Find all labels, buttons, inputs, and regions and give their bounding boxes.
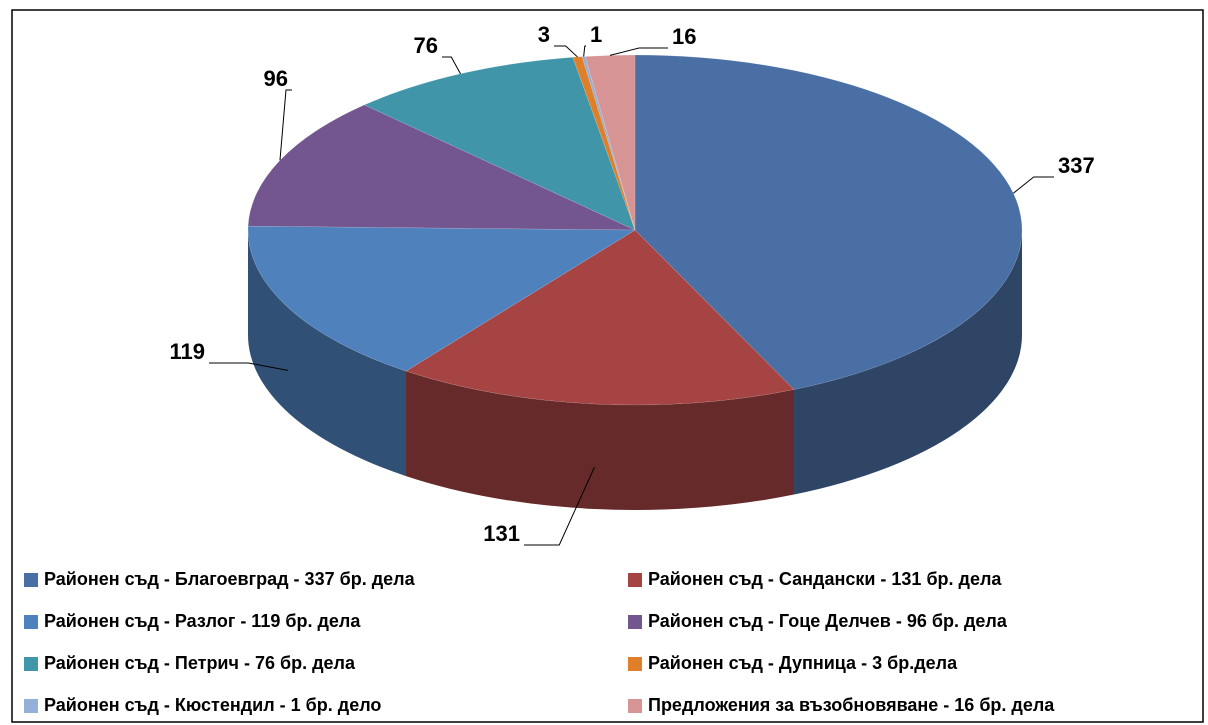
legend-label: Районен съд - Дупница - 3 бр.дела [648, 653, 958, 673]
legend-swatch [24, 699, 38, 713]
chart-border [11, 9, 1204, 723]
tops [247, 54, 1023, 406]
slice [247, 104, 636, 231]
legend-swatch [628, 615, 642, 629]
data-label: 1 [590, 22, 602, 47]
legend-label: Районен съд - Благоевград - 337 бр. дела [44, 569, 416, 589]
leader-line [442, 56, 461, 75]
leader-line [524, 466, 595, 546]
slice [405, 229, 795, 406]
leader-line [279, 89, 292, 161]
slice [572, 56, 636, 231]
slice-side [247, 230, 407, 477]
legend-swatch [24, 657, 38, 671]
legend-label: Районен съд - Гоце Делчев - 96 бр. дела [648, 611, 1008, 631]
data-label: 16 [672, 24, 696, 49]
slice [634, 54, 1023, 390]
legend-label: Районен съд - Сандански - 131 бр. дела [648, 569, 1002, 589]
data-label: 337 [1058, 153, 1095, 178]
slice [363, 57, 636, 231]
slice-side [406, 371, 795, 510]
leader-line [554, 45, 578, 58]
leader-line [583, 45, 586, 57]
legend-swatch [628, 657, 642, 671]
sides [247, 230, 1022, 510]
data-label: 3 [538, 22, 550, 47]
legend-label: Районен съд - Петрич - 76 бр. дела [44, 653, 356, 673]
leader-line [609, 47, 668, 56]
legend-swatch [628, 699, 642, 713]
leader-line [1013, 176, 1054, 194]
slice [247, 225, 636, 372]
legend-swatch [628, 573, 642, 587]
legend-label: Районен съд - Кюстендил - 1 бр. дело [44, 695, 381, 715]
data-label: 131 [483, 521, 520, 546]
legend-swatch [24, 615, 38, 629]
slice-side [794, 230, 1022, 495]
legend-label: Районен съд - Разлог - 119 бр. дела [44, 611, 361, 631]
legend-label: Предложения за възобновяване - 16 бр. де… [648, 695, 1055, 715]
data-label: 76 [414, 33, 438, 58]
leader-line [209, 362, 288, 371]
data-label: 96 [264, 66, 288, 91]
legend-swatch [24, 573, 38, 587]
data-label: 119 [170, 339, 206, 364]
